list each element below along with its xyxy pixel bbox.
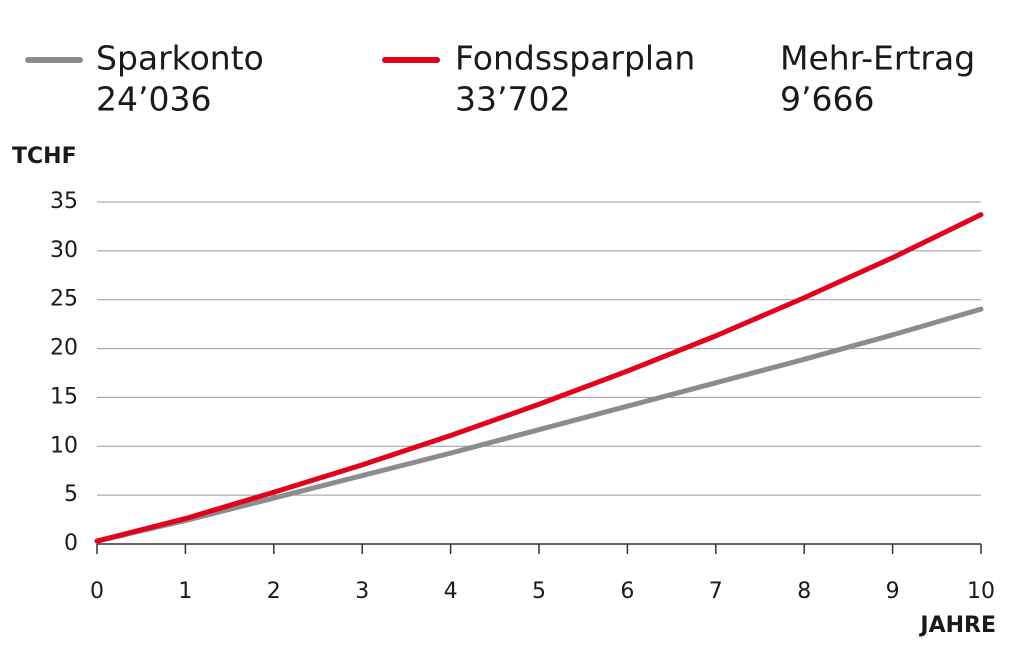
x-tick-label: 3 [355, 579, 369, 604]
y-axis-title: TCHF [12, 144, 77, 169]
legend-label: Fondssparplan [455, 39, 695, 78]
x-tick-label: 5 [532, 579, 546, 604]
x-tick-label: 10 [967, 579, 995, 604]
difference-value: 9’666 [780, 80, 874, 119]
x-tick-label: 4 [444, 579, 458, 604]
y-tick-label: 15 [50, 384, 78, 409]
y-tick-label: 0 [64, 531, 78, 556]
x-tick-label: 9 [886, 579, 900, 604]
y-tick-label: 10 [50, 433, 78, 458]
y-tick-label: 25 [50, 287, 78, 312]
x-tick-label: 2 [267, 579, 281, 604]
x-tick-label: 0 [90, 579, 104, 604]
x-tick-label: 7 [709, 579, 723, 604]
legend-label: Sparkonto [96, 39, 264, 78]
series-line [94, 212, 984, 544]
difference-name: Mehr-Ertrag [780, 39, 975, 78]
legend-total: 33’702 [455, 80, 570, 119]
x-tick-label: 6 [620, 579, 634, 604]
x-axis-title: JAHRE [918, 613, 996, 638]
series-line [94, 306, 984, 544]
y-tick-label: 20 [50, 336, 78, 361]
y-tick-label: 30 [50, 238, 78, 263]
legend-total: 24’036 [96, 80, 211, 119]
x-tick-label: 8 [797, 579, 811, 604]
y-tick-label: 35 [50, 189, 78, 214]
x-tick-label: 1 [178, 579, 192, 604]
y-tick-label: 5 [64, 482, 78, 507]
